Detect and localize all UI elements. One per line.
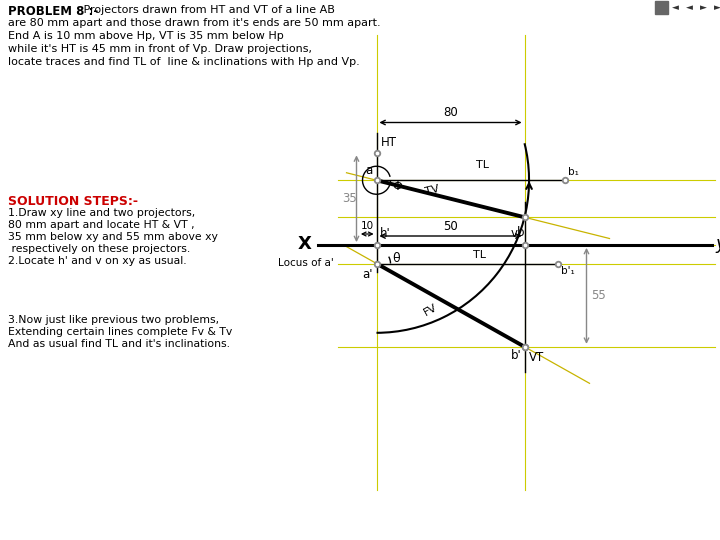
Text: Projectors drawn from HT and VT of a line AB: Projectors drawn from HT and VT of a lin… bbox=[80, 5, 335, 15]
Text: Φ: Φ bbox=[392, 180, 402, 193]
Text: PROBLEM 8 :-: PROBLEM 8 :- bbox=[8, 5, 98, 18]
Text: a: a bbox=[365, 164, 372, 177]
Text: FV: FV bbox=[422, 302, 439, 318]
Text: v: v bbox=[510, 227, 518, 240]
Text: TV: TV bbox=[424, 184, 441, 197]
Text: 50: 50 bbox=[443, 220, 458, 233]
Text: b'₁: b'₁ bbox=[561, 266, 575, 275]
Text: b: b bbox=[516, 226, 524, 239]
Text: θ: θ bbox=[392, 252, 400, 265]
Text: TL: TL bbox=[472, 251, 486, 260]
Text: ◄: ◄ bbox=[672, 3, 679, 12]
Text: 35: 35 bbox=[343, 192, 357, 205]
Text: 55: 55 bbox=[592, 289, 606, 302]
Text: while it's HT is 45 mm in front of Vp. Draw projections,: while it's HT is 45 mm in front of Vp. D… bbox=[8, 44, 312, 54]
Text: 35 mm below xy and 55 mm above xy: 35 mm below xy and 55 mm above xy bbox=[8, 232, 218, 242]
Text: X: X bbox=[298, 235, 312, 253]
Bar bbox=[655, 1, 668, 14]
Text: 80 mm apart and locate HT & VT ,: 80 mm apart and locate HT & VT , bbox=[8, 220, 194, 230]
Text: a': a' bbox=[362, 267, 372, 280]
Text: Extending certain lines complete Fv & Tv: Extending certain lines complete Fv & Tv bbox=[8, 327, 233, 337]
Text: ◄: ◄ bbox=[686, 3, 693, 12]
Text: b': b' bbox=[510, 349, 521, 362]
Text: 10: 10 bbox=[361, 221, 374, 231]
Text: respectively on these projectors.: respectively on these projectors. bbox=[8, 244, 190, 254]
Text: ►: ► bbox=[714, 3, 720, 12]
Text: 3.Now just like previous two problems,: 3.Now just like previous two problems, bbox=[8, 315, 219, 325]
Text: ►: ► bbox=[700, 3, 707, 12]
Text: 80: 80 bbox=[443, 105, 458, 118]
Text: are 80 mm apart and those drawn from it's ends are 50 mm apart.: are 80 mm apart and those drawn from it'… bbox=[8, 18, 381, 28]
Text: VT: VT bbox=[528, 351, 544, 364]
Text: locate traces and find TL of  line & inclinations with Hp and Vp.: locate traces and find TL of line & incl… bbox=[8, 57, 360, 67]
Text: y: y bbox=[715, 235, 720, 253]
Text: And as usual find TL and it's inclinations.: And as usual find TL and it's inclinatio… bbox=[8, 339, 230, 349]
Text: Locus of a': Locus of a' bbox=[278, 259, 334, 268]
Text: End A is 10 mm above Hp, VT is 35 mm below Hp: End A is 10 mm above Hp, VT is 35 mm bel… bbox=[8, 31, 284, 41]
Text: h': h' bbox=[379, 227, 390, 240]
Text: 2.Locate h' and v on xy as usual.: 2.Locate h' and v on xy as usual. bbox=[8, 256, 186, 266]
Text: SOLUTION STEPS:-: SOLUTION STEPS:- bbox=[8, 195, 138, 208]
Text: HT: HT bbox=[380, 137, 397, 150]
Text: 1.Draw xy line and two projectors,: 1.Draw xy line and two projectors, bbox=[8, 208, 195, 218]
Text: TL: TL bbox=[477, 160, 490, 170]
Text: b₁: b₁ bbox=[568, 167, 579, 177]
